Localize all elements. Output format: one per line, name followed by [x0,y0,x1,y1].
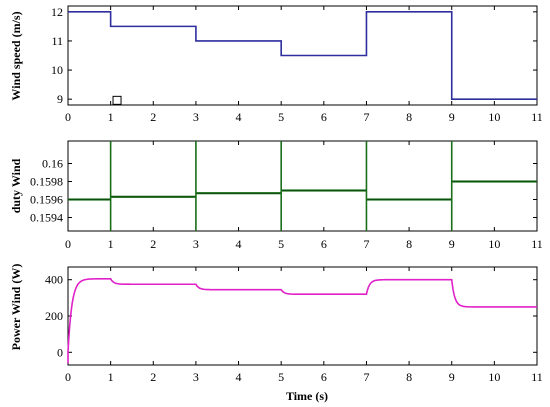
plot-frame [67,266,538,366]
x-tick-label: 4 [236,110,242,124]
x-tick-label: 7 [363,237,369,251]
x-tick-label: 7 [363,370,369,384]
legend-marker [112,95,122,105]
y-axis-label: Power Wind (W) [9,264,23,351]
y-tick-label: 0 [57,345,63,359]
x-tick-label: 8 [406,237,412,251]
x-tick-label: 6 [321,237,327,251]
x-tick-label: 1 [108,110,114,124]
plot-frame [67,140,538,232]
x-tick-label: 11 [531,370,543,384]
x-axis-label: Time (s) [286,389,328,403]
x-tick-label: 2 [150,370,156,384]
x-tick-label: 3 [193,237,199,251]
x-tick-label: 9 [449,110,455,124]
x-tick-label: 2 [150,110,156,124]
x-tick-label: 11 [531,110,543,124]
x-tick-label: 3 [193,370,199,384]
x-tick-label: 11 [531,237,543,251]
duty-wind-panel: 0 1 2 3 4 5 6 7 8 9 10 11 0.16 0.1598 0.1596 0.1594 duty… [9,140,543,251]
y-axis-label: Wind speed (m/s) [9,11,23,100]
x-tick-label: 8 [406,370,412,384]
y-tick-label: 11 [51,34,63,48]
wind-speed-line [68,11,537,100]
y-tick-label: 0.16 [42,157,63,171]
x-tick-label: 0 [65,110,71,124]
duty-series [68,141,537,231]
power-wind-line [67,278,537,364]
power-wind-panel: 0 1 2 3 4 5 6 7 8 9 10 11 400 200 0 Power Wind (W) [9,264,543,384]
y-tick-label: 400 [45,273,63,287]
y-tick-label: 200 [45,309,63,323]
x-tick-label: 9 [449,237,455,251]
y-tick-label: 10 [51,63,63,77]
x-tick-label: 10 [488,237,500,251]
x-tick-label: 3 [193,110,199,124]
y-tick-label: 9 [57,92,63,106]
x-tick-label: 7 [363,110,369,124]
y-tick-label: 0.1594 [30,211,63,225]
plot-frame [67,5,538,106]
x-tick-label: 5 [278,370,284,384]
x-tick-label: 4 [236,370,242,384]
x-tick-label: 10 [488,370,500,384]
y-tick-label: 12 [51,5,63,19]
x-tick-label: 0 [65,370,71,384]
y-tick-label: 0.1598 [30,175,63,189]
x-tick-label: 6 [321,110,327,124]
x-tick-label: 5 [278,237,284,251]
x-tick-label: 6 [321,370,327,384]
y-axis-label: duty Wind [9,158,23,213]
y-tick-label: 0.1596 [30,193,63,207]
x-tick-label: 9 [449,370,455,384]
x-tick-label: 10 [488,110,500,124]
x-tick-label: 1 [108,237,114,251]
x-tick-label: 2 [150,237,156,251]
x-tick-label: 8 [406,110,412,124]
x-tick-label: 5 [278,110,284,124]
x-tick-label: 1 [108,370,114,384]
x-tick-label: 4 [236,237,242,251]
x-tick-label: 0 [65,237,71,251]
